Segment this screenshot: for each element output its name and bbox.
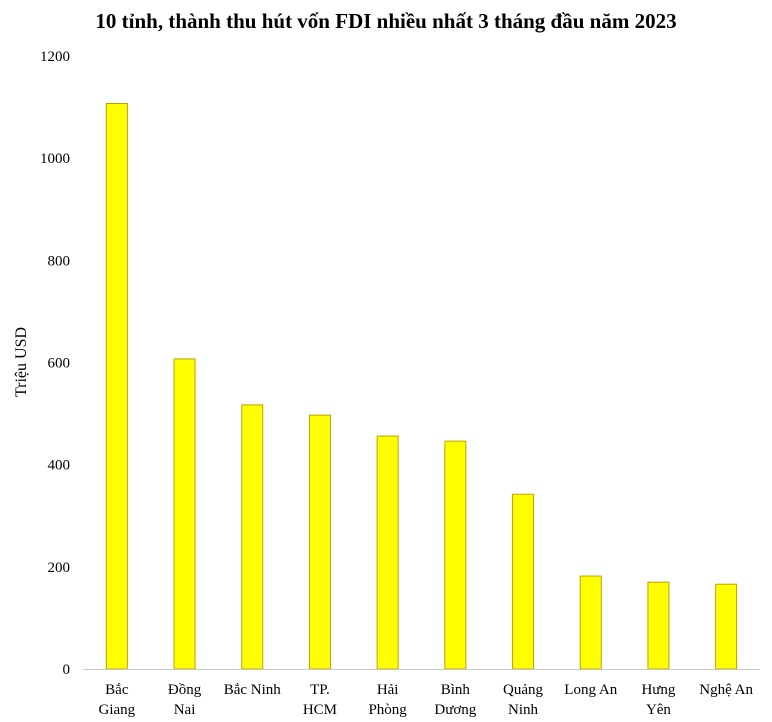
y-tick-label: 1200 [40, 49, 70, 65]
x-tick-label-line: HCM [303, 702, 337, 718]
x-tick-label-line: Nghệ An [699, 682, 753, 698]
bar [173, 358, 196, 670]
x-tick-label-line: Hải [377, 682, 399, 698]
bars [105, 103, 738, 670]
x-axis-labels: Bắc Giang Đồng Nai Bắc Ninh TP. HCM Hải Phòng Bìn… [99, 682, 754, 718]
x-tick-label: Hưng Yên [641, 682, 675, 718]
y-tick-label: 400 [48, 458, 71, 474]
x-tick-label-line: Đồng [168, 682, 202, 698]
y-tick-label: 600 [48, 356, 71, 372]
x-tick-label-line: Giang [99, 702, 136, 718]
x-tick-label: Đồng Nai [168, 682, 202, 718]
x-tick-label-line: Quảng [503, 682, 543, 698]
bar [105, 103, 128, 670]
y-axis-ticks: 0 200 400 600 800 1000 1200 [40, 49, 70, 678]
x-tick-label-line: Phòng [368, 702, 407, 718]
y-tick-label: 800 [48, 253, 71, 269]
bar [444, 440, 467, 670]
bar [579, 575, 602, 670]
x-tick-label-line: Bắc [105, 682, 129, 698]
x-tick-label-line: Yên [646, 702, 671, 718]
x-tick-label-line: TP. [310, 682, 330, 698]
x-tick-label: Hải Phòng [368, 682, 407, 718]
x-tick-label-line: Hưng [641, 682, 675, 698]
bar [241, 404, 264, 670]
x-tick-label-line: Ninh [508, 702, 539, 718]
x-tick-label: Nghệ An [699, 682, 753, 698]
bar [512, 493, 535, 670]
bar [715, 583, 738, 670]
x-tick-label-line: Bình [441, 682, 471, 698]
x-tick-label-line: Dương [434, 702, 476, 718]
x-tick-label-line: Long An [564, 682, 617, 698]
bar [308, 414, 331, 670]
y-tick-label: 200 [48, 560, 71, 576]
x-tick-label: Bắc Ninh [224, 682, 282, 698]
x-tick-label: TP. HCM [303, 682, 337, 718]
x-tick-label-line: Bắc Ninh [224, 682, 282, 698]
x-tick-label: Bắc Giang [99, 682, 136, 718]
x-tick-label: Quảng Ninh [503, 682, 543, 718]
x-tick-label-line: Nai [174, 702, 196, 718]
y-axis-label: Triệu USD [13, 327, 30, 397]
chart-title: 10 tỉnh, thành thu hút vốn FDI nhiều nhấ… [95, 9, 676, 33]
y-tick-label: 1000 [40, 151, 70, 167]
bar [647, 581, 670, 670]
y-tick-label: 0 [63, 662, 71, 678]
x-tick-label: Long An [564, 682, 617, 698]
x-tick-label: Bình Dương [434, 682, 476, 718]
bar [376, 435, 399, 670]
